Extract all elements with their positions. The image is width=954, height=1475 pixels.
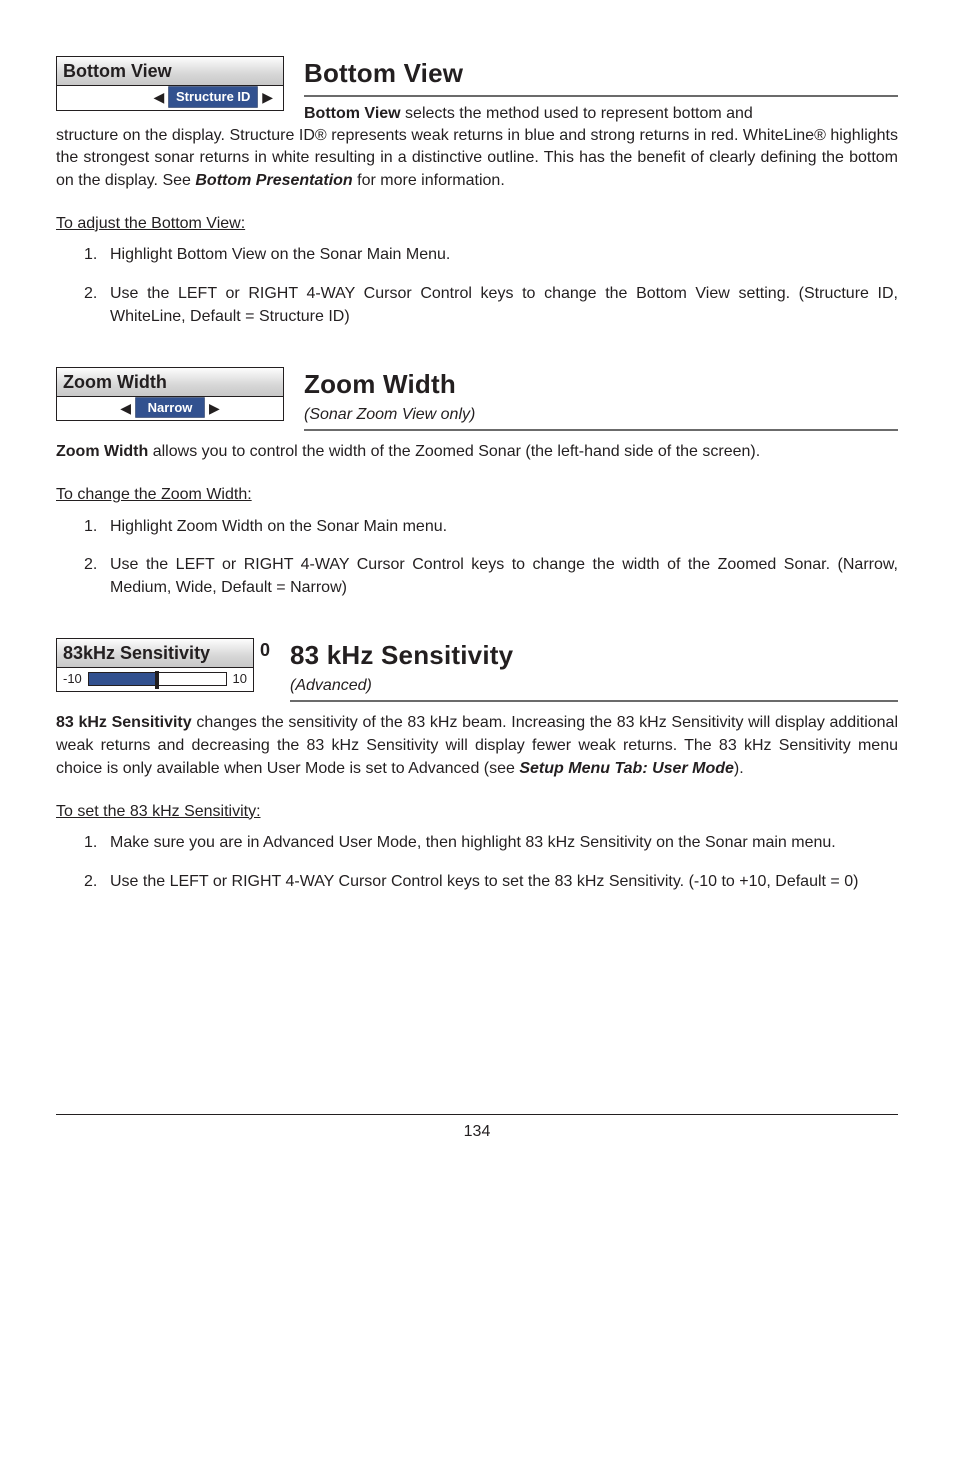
menu-widget-current-value: 0 [260, 638, 270, 662]
heading-block: 83 kHz Sensitivity (Advanced) [290, 638, 898, 703]
arrow-left-icon: ◀ [120, 401, 131, 415]
arrow-left-icon: ◀ [153, 90, 164, 104]
heading-block: Bottom View Bottom View selects the meth… [304, 56, 898, 125]
lead-bold: Bottom View [304, 105, 401, 122]
body-tail: ). [734, 760, 744, 777]
menu-widget-title: Bottom View [57, 57, 283, 86]
slider-min-label: -10 [63, 670, 82, 688]
slider-track [88, 672, 227, 686]
subhead: To adjust the Bottom View: [56, 213, 898, 235]
slider-max-label: 10 [233, 670, 247, 688]
menu-widget-bottom-view: Bottom View ◀ Structure ID ▶ [56, 56, 284, 111]
menu-widget-title: Zoom Width [57, 368, 283, 397]
section-bottom-view: Bottom View ◀ Structure ID ▶ Bottom View… [56, 56, 898, 125]
subhead: To set the 83 kHz Sensitivity: [56, 801, 898, 823]
subhead: To change the Zoom Width: [56, 484, 898, 506]
body-paragraph: 83 kHz Sensitivity changes the sensitivi… [56, 712, 898, 780]
body-bold: Zoom Width [56, 443, 148, 460]
slider-fill [89, 673, 157, 685]
slider-thumb [155, 671, 159, 689]
section-heading: Bottom View [304, 56, 898, 97]
lead-paragraph: Bottom View selects the method used to r… [304, 103, 898, 125]
body-ref: Setup Menu Tab: User Mode [519, 760, 734, 777]
section-zoom-width: Zoom Width ◀ Narrow ▶ Zoom Width (Sonar … [56, 367, 898, 432]
body-bold: 83 kHz Sensitivity [56, 714, 192, 731]
menu-widget-83khz: 83kHz Sensitivity -10 10 [56, 638, 254, 692]
arrow-right-icon: ▶ [262, 90, 273, 104]
section-subtitle: (Sonar Zoom View only) [304, 404, 898, 432]
menu-widget-value-row: ◀ Narrow ▶ [57, 397, 283, 421]
section-83khz: 83kHz Sensitivity -10 10 0 83 kHz Sensit… [56, 638, 898, 703]
body-tail: for more information. [353, 172, 505, 189]
menu-widget-title: 83kHz Sensitivity [57, 639, 253, 668]
list-item: Use the LEFT or RIGHT 4-WAY Cursor Contr… [84, 871, 898, 894]
steps-list-bottom-view: Highlight Bottom View on the Sonar Main … [56, 244, 898, 328]
body-ref: Bottom Presentation [195, 172, 352, 189]
heading-block: Zoom Width (Sonar Zoom View only) [304, 367, 898, 432]
page-footer: 134 [56, 1114, 898, 1143]
lead-rest: selects the method used to represent bot… [401, 105, 753, 122]
menu-widget-wrapper: 83kHz Sensitivity -10 10 0 [56, 638, 270, 692]
section-subtitle: (Advanced) [290, 675, 898, 703]
menu-widget-value: Structure ID [168, 86, 258, 108]
list-item: Use the LEFT or RIGHT 4-WAY Cursor Contr… [84, 554, 898, 599]
section-heading: 83 kHz Sensitivity [290, 638, 898, 673]
page-number: 134 [464, 1123, 491, 1140]
menu-widget-slider-row: -10 10 [57, 668, 253, 691]
steps-list-83khz: Make sure you are in Advanced User Mode,… [56, 832, 898, 893]
body-paragraph: Zoom Width allows you to control the wid… [56, 441, 898, 464]
list-item: Use the LEFT or RIGHT 4-WAY Cursor Contr… [84, 283, 898, 328]
body-rest: allows you to control the width of the Z… [148, 443, 760, 460]
menu-widget-value: Narrow [135, 397, 205, 419]
list-item: Highlight Zoom Width on the Sonar Main m… [84, 516, 898, 539]
arrow-right-icon: ▶ [209, 401, 220, 415]
list-item: Make sure you are in Advanced User Mode,… [84, 832, 898, 855]
menu-widget-value-row: ◀ Structure ID ▶ [57, 86, 283, 110]
list-item: Highlight Bottom View on the Sonar Main … [84, 244, 898, 267]
body-paragraph: structure on the display. Structure ID® … [56, 125, 898, 193]
menu-widget-zoom-width: Zoom Width ◀ Narrow ▶ [56, 367, 284, 422]
section-heading: Zoom Width [304, 367, 898, 402]
steps-list-zoom-width: Highlight Zoom Width on the Sonar Main m… [56, 516, 898, 600]
